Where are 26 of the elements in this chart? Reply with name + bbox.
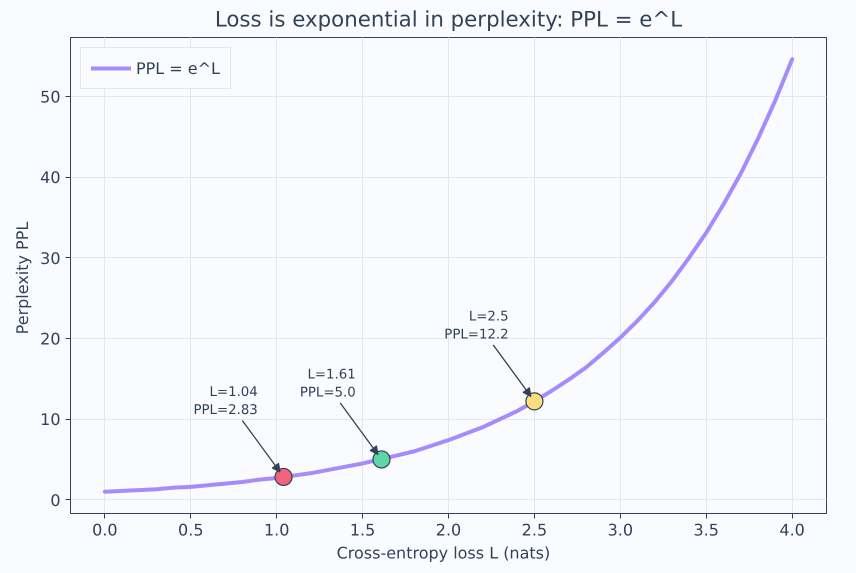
y-tick-label: 50 [40,87,60,106]
x-axis-title: Cross-entropy loss L (nats) [336,544,550,562]
annotation: L=1.04 PPL=2.83 [193,385,258,418]
chart-title: Loss is exponential in perplexity: PPL = e^L [214,8,682,32]
annotation: L=2.5 PPL=12.2 [444,309,509,342]
y-axis-title: Perplexity PPL [13,222,32,334]
point [525,392,544,410]
x-tick-label: 0.5 [178,520,204,540]
x-tick-label: 1.0 [264,520,290,540]
x-tick-label: 2.0 [436,520,462,540]
y-tick-label: 20 [40,329,60,348]
x-tick-label: 0.0 [92,520,118,540]
x-tick-label: 2.5 [522,520,548,540]
line-series [102,57,794,494]
x-tick-label: 3.0 [608,520,634,540]
y-tick-label: 0 [50,490,61,510]
legend-label: PPL = e^L [136,58,220,78]
y-tick-label: 40 [40,168,60,188]
y-tick-label: 10 [40,410,60,430]
x-tick-label: 3.5 [694,520,719,540]
x-tick-label: 1.5 [350,520,376,540]
point [372,450,391,469]
x-tick-label: 4.0 [779,520,805,540]
point [274,468,293,486]
annotation: L=1.61 PPL=5.0 [300,368,356,401]
y-tick-label: 30 [40,248,60,268]
